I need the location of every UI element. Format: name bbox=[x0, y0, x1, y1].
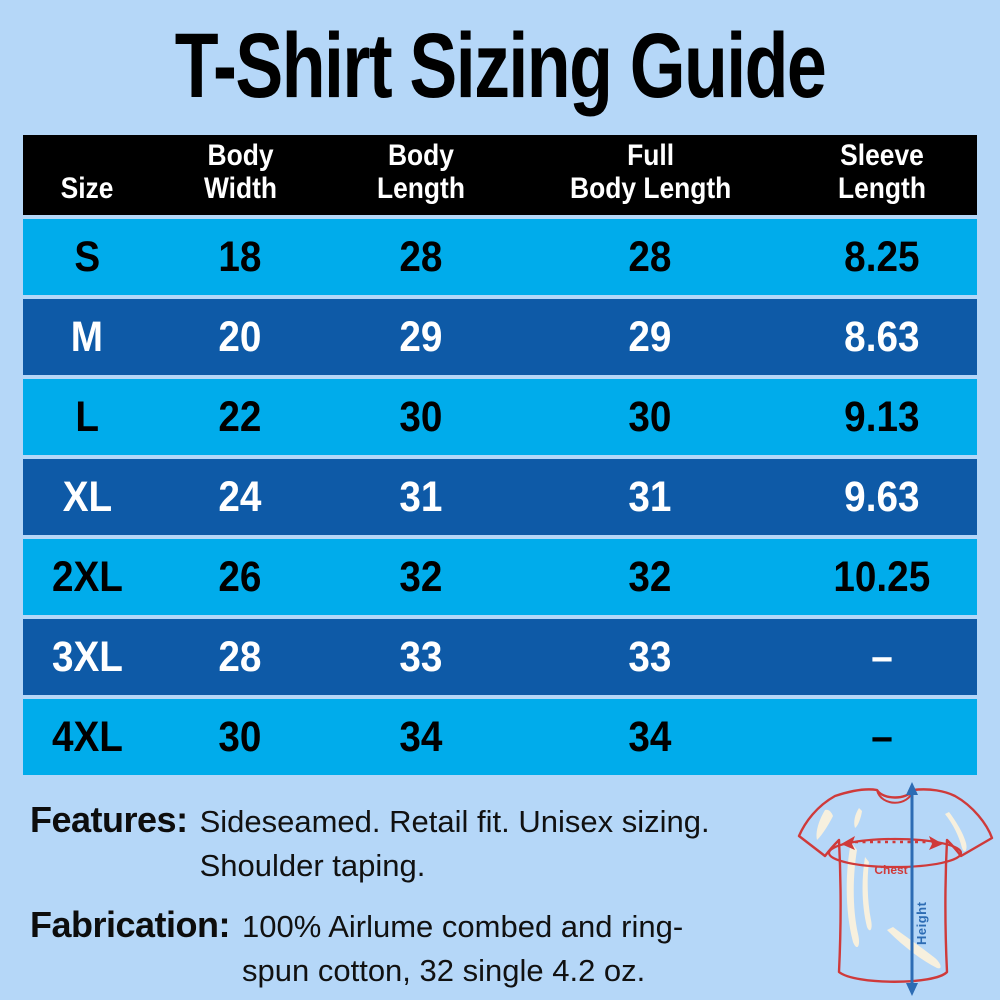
height-arrow-top bbox=[906, 782, 918, 795]
table-row-m: M 20 29 29 8.63 bbox=[23, 299, 977, 375]
cell-body-length: 32 bbox=[399, 552, 443, 601]
cell-size: 2XL bbox=[51, 552, 123, 601]
cell-size: 4XL bbox=[51, 712, 123, 761]
page-title: T-Shirt Sizing Guide bbox=[174, 15, 827, 117]
table-header-row: Size Body Width Body Length Full Body Le… bbox=[23, 135, 977, 215]
cell-body-length: 33 bbox=[399, 632, 443, 681]
chest-measurement: Chest bbox=[827, 836, 963, 877]
table-row-4xl: 4XL 30 34 34 – bbox=[23, 699, 977, 775]
cell-body-width: 30 bbox=[218, 712, 262, 761]
shirt-highlights bbox=[816, 808, 967, 969]
header-full-body-length: Full Body Length bbox=[569, 138, 731, 206]
cell-body-length: 28 bbox=[399, 232, 443, 281]
cell-sleeve-length: – bbox=[870, 632, 893, 681]
cell-body-width: 26 bbox=[218, 552, 262, 601]
cell-full-body-length: 31 bbox=[628, 472, 672, 521]
cell-full-body-length: 29 bbox=[628, 312, 672, 361]
table-row-xl: XL 24 31 31 9.63 bbox=[23, 459, 977, 535]
sizing-table: Size Body Width Body Length Full Body Le… bbox=[23, 135, 977, 775]
chest-ellipse bbox=[827, 837, 963, 869]
cell-body-width: 18 bbox=[218, 232, 262, 281]
table-row-3xl: 3XL 28 33 33 – bbox=[23, 619, 977, 695]
cell-sleeve-length: 9.13 bbox=[843, 392, 920, 441]
header-body-length: Body Length bbox=[377, 138, 466, 206]
cell-size: L bbox=[75, 392, 100, 441]
cell-size: M bbox=[71, 312, 104, 361]
cell-size: 3XL bbox=[51, 632, 123, 681]
cell-full-body-length: 33 bbox=[628, 632, 672, 681]
header-body-width: Body Width bbox=[203, 138, 277, 206]
cell-sleeve-length: 8.63 bbox=[843, 312, 920, 361]
chest-label: Chest bbox=[874, 863, 907, 877]
height-measurement: Height bbox=[906, 782, 929, 996]
cell-body-width: 20 bbox=[218, 312, 262, 361]
table-row-2xl: 2XL 26 32 32 10.25 bbox=[23, 539, 977, 615]
height-arrow-bottom bbox=[906, 983, 918, 996]
header-size: Size bbox=[60, 172, 114, 206]
fabrication-value: 100% Airlume combed and ring- spun cotto… bbox=[242, 909, 684, 989]
cell-sleeve-length: 8.25 bbox=[843, 232, 920, 281]
page-title-wrap: T-Shirt Sizing Guide bbox=[0, 14, 1000, 120]
features-label: Features: bbox=[30, 799, 188, 840]
cell-body-length: 34 bbox=[399, 712, 443, 761]
cell-body-width: 28 bbox=[218, 632, 262, 681]
fabrication-note: Fabrication: 100% Airlume combed and rin… bbox=[30, 904, 800, 993]
cell-size: XL bbox=[62, 472, 113, 521]
cell-full-body-length: 28 bbox=[628, 232, 672, 281]
cell-body-width: 24 bbox=[218, 472, 262, 521]
table-row-l: L 22 30 30 9.13 bbox=[23, 379, 977, 455]
cell-sleeve-length: 10.25 bbox=[833, 552, 930, 601]
cell-body-width: 22 bbox=[218, 392, 262, 441]
cell-body-length: 30 bbox=[399, 392, 443, 441]
cell-full-body-length: 34 bbox=[628, 712, 672, 761]
height-label: Height bbox=[914, 901, 929, 945]
cell-sleeve-length: 9.63 bbox=[843, 472, 920, 521]
notes-section: Features: Sideseamed. Retail fit. Unisex… bbox=[30, 799, 800, 1000]
chest-arrow-left bbox=[841, 836, 855, 850]
features-note: Features: Sideseamed. Retail fit. Unisex… bbox=[30, 799, 800, 888]
features-value: Sideseamed. Retail fit. Unisex sizing. S… bbox=[199, 804, 710, 884]
cell-body-length: 29 bbox=[399, 312, 443, 361]
tshirt-measurement-diagram: Chest Height bbox=[797, 782, 994, 996]
chest-arrow-right bbox=[929, 836, 943, 850]
cell-sleeve-length: – bbox=[870, 712, 893, 761]
cell-full-body-length: 32 bbox=[628, 552, 672, 601]
header-sleeve-length: Sleeve Length bbox=[837, 138, 926, 206]
fabrication-label: Fabrication: bbox=[30, 904, 231, 946]
table-row-s: S 18 28 28 8.25 bbox=[23, 219, 977, 295]
cell-size: S bbox=[74, 232, 101, 281]
cell-full-body-length: 30 bbox=[628, 392, 672, 441]
cell-body-length: 31 bbox=[399, 472, 443, 521]
